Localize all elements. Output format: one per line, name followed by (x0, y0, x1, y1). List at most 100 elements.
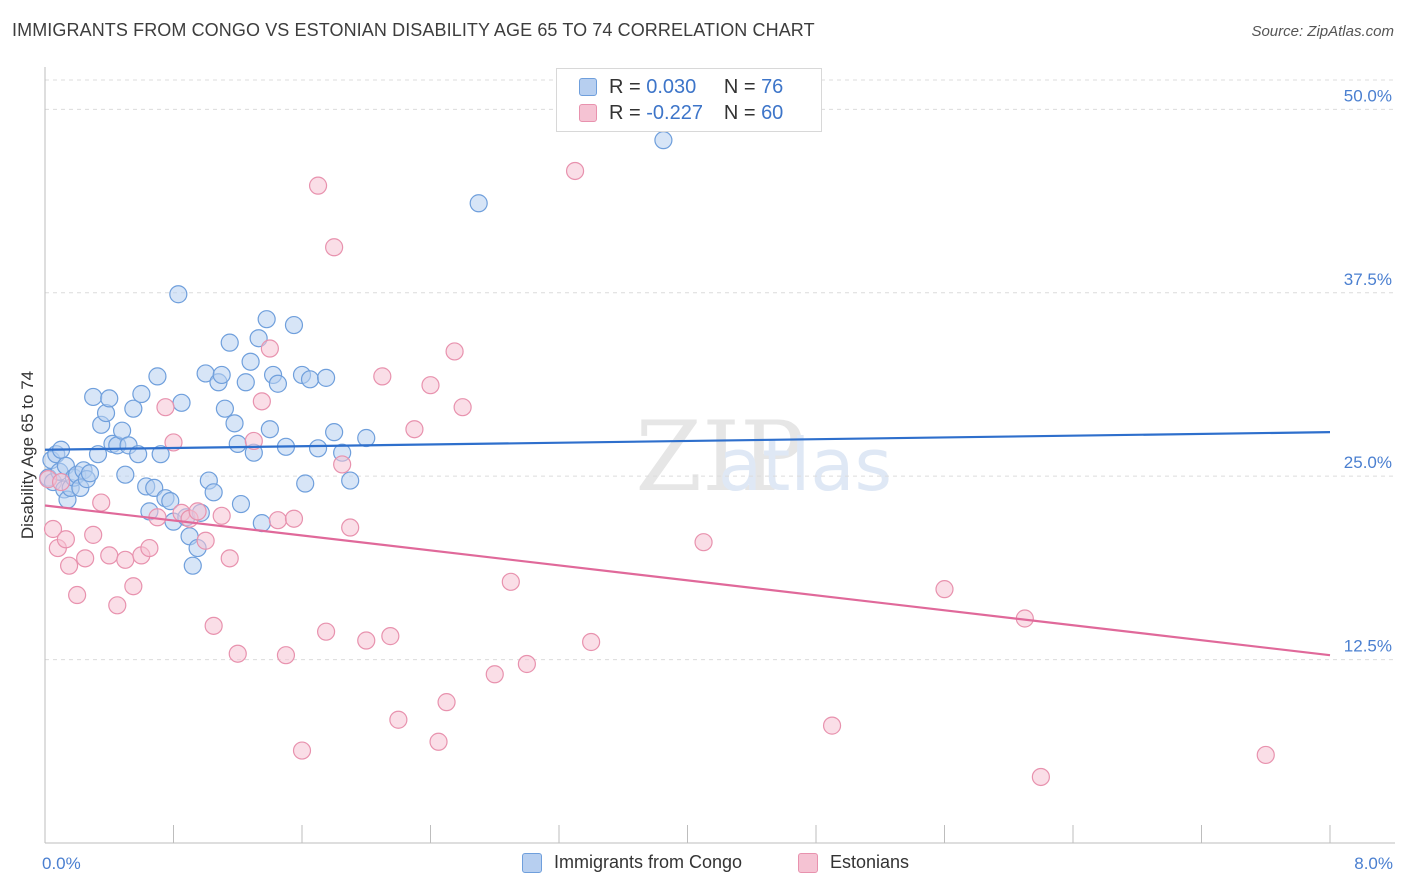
point-estonians (485, 665, 504, 684)
watermark-zip: ZIP (635, 401, 804, 513)
bottom-legend-label-estonians: Estonians (830, 852, 910, 872)
point-congo (204, 483, 223, 502)
point-congo (132, 384, 151, 404)
point-congo (300, 370, 320, 389)
point-estonians (935, 580, 954, 599)
point-congo (268, 374, 288, 393)
point-estonians (582, 632, 601, 652)
point-congo (257, 310, 276, 329)
point-estonians (501, 572, 520, 591)
point-estonians (100, 546, 119, 565)
point-congo (148, 367, 167, 386)
point-estonians (252, 392, 271, 411)
point-estonians (84, 525, 103, 544)
point-estonians (453, 398, 472, 417)
y-tick-label: 12.5% (1344, 637, 1392, 656)
point-congo (100, 389, 119, 408)
legend-n-value-congo: 76 (761, 75, 784, 98)
point-congo (124, 399, 143, 418)
y-tick-label: 50.0% (1344, 86, 1392, 105)
point-congo (316, 368, 336, 387)
point-estonians (124, 577, 143, 596)
bottom-legend: Immigrants from Congo Estonians (0, 852, 1406, 876)
point-congo (96, 403, 116, 423)
chart-title: IMMIGRANTS FROM CONGO VS ESTONIAN DISABI… (12, 20, 815, 40)
point-congo (225, 414, 244, 433)
point-congo (183, 556, 202, 575)
point-congo (215, 399, 234, 418)
legend-row-estonians: R = -0.227 N = 60 (579, 101, 783, 125)
legend: R = 0.030 N = 76 R = -0.227 N = 60 (556, 68, 822, 132)
legend-r-label: R = (609, 75, 641, 98)
watermark-atlas: atlas (718, 423, 892, 507)
point-congo (151, 445, 170, 464)
point-estonians (116, 550, 135, 569)
point-estonians (212, 506, 231, 525)
point-congo (654, 131, 673, 150)
point-estonians (59, 556, 79, 575)
point-congo (228, 434, 247, 453)
point-estonians (437, 693, 456, 712)
point-estonians (260, 339, 279, 358)
point-congo (296, 474, 315, 493)
point-congo (341, 471, 360, 490)
point-estonians (292, 741, 312, 760)
point-estonians (156, 398, 175, 417)
point-estonians (164, 433, 183, 452)
trend-line-congo (44, 431, 1331, 451)
point-estonians (822, 716, 842, 735)
x-tick-label: 8.0% (1354, 854, 1393, 873)
point-estonians (517, 654, 536, 674)
point-estonians (429, 732, 448, 751)
point-estonians (421, 376, 440, 395)
point-congo (129, 445, 148, 464)
point-estonians (1031, 767, 1050, 787)
point-estonians (316, 622, 336, 641)
point-estonians (108, 596, 127, 615)
trend-lines (44, 431, 1331, 657)
point-estonians (405, 420, 424, 439)
legend-r-value-congo: 0.030 (646, 75, 697, 98)
point-estonians (284, 509, 304, 528)
point-estonians (188, 502, 207, 521)
point-congo (469, 194, 488, 213)
source-label: Source: ZipAtlas.com (1251, 23, 1394, 40)
bottom-legend-estonians: Estonians (798, 852, 909, 873)
legend-r-value-estonians: -0.227 (646, 101, 703, 124)
point-estonians (389, 710, 408, 729)
legend-r-label: R = (609, 101, 641, 124)
point-estonians (694, 533, 713, 552)
point-congo (212, 365, 231, 385)
point-congo (249, 329, 268, 348)
point-congo (241, 352, 260, 371)
point-estonians (56, 530, 75, 549)
point-congo (172, 393, 191, 412)
point-congo (308, 439, 328, 458)
point-estonians (308, 176, 328, 195)
point-estonians (1256, 745, 1275, 765)
bottom-legend-swatch-estonians (798, 852, 818, 873)
point-estonians (333, 455, 352, 474)
bottom-legend-swatch-congo (522, 852, 542, 873)
data-points (39, 131, 1275, 787)
x-tick-label: 0.0% (42, 854, 81, 873)
point-estonians (68, 585, 87, 605)
point-congo (80, 464, 100, 483)
legend-swatch-congo (579, 78, 597, 96)
point-congo (169, 285, 188, 304)
bottom-legend-label-congo: Immigrants from Congo (554, 852, 743, 872)
point-estonians (381, 627, 400, 646)
point-estonians (565, 161, 585, 181)
point-estonians (140, 538, 159, 558)
trend-line-estonians (44, 504, 1331, 657)
point-estonians (373, 367, 392, 386)
legend-row-congo: R = 0.030 N = 76 (579, 75, 783, 99)
point-congo (357, 428, 376, 448)
point-estonians (276, 646, 296, 665)
point-estonians (204, 616, 223, 635)
point-estonians (325, 238, 344, 257)
point-estonians (196, 531, 215, 550)
point-estonians (43, 519, 63, 539)
point-estonians (268, 511, 288, 530)
